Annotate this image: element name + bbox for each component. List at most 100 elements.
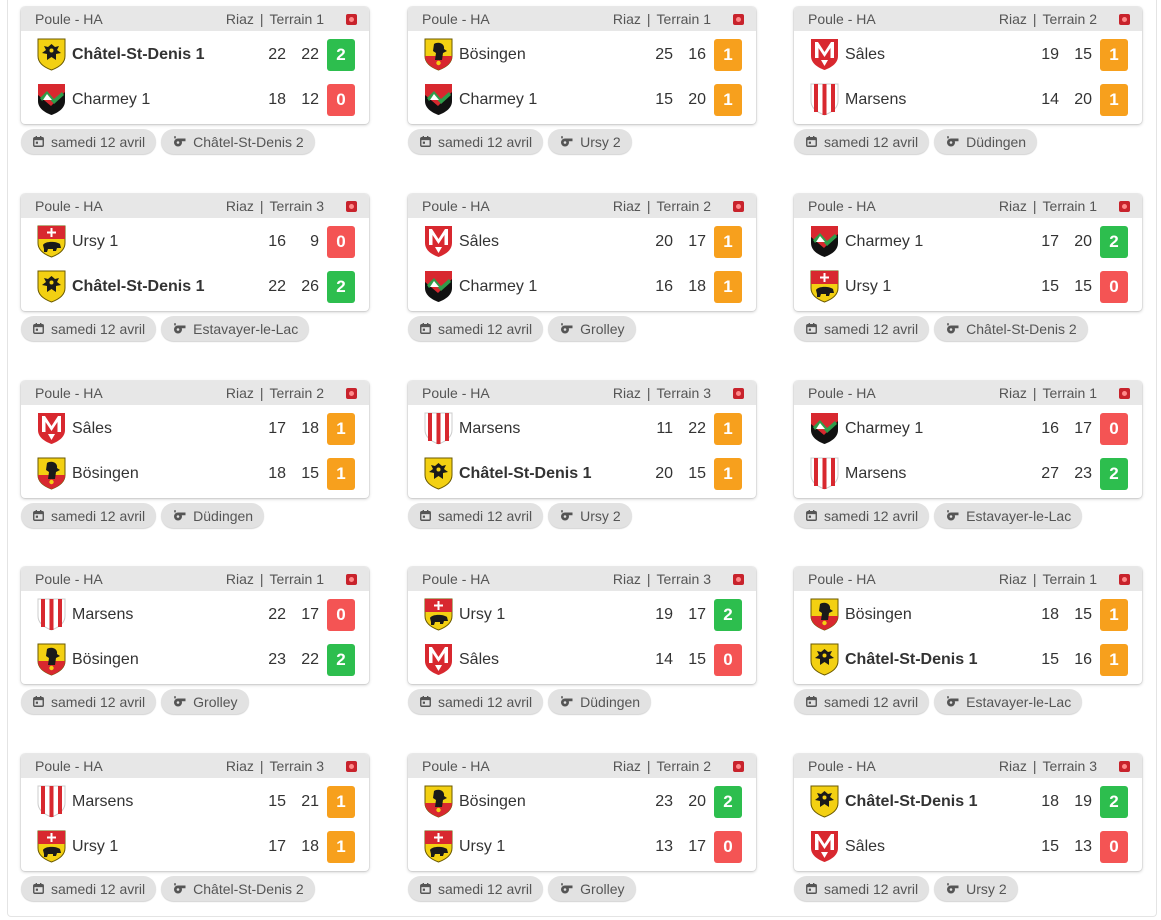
team-row-away[interactable]: Charmey 1 15 20 1 bbox=[408, 77, 756, 122]
match-card[interactable]: Poule - HA Riaz | Terrain 1 Charmey 1 16… bbox=[794, 381, 1142, 498]
team-row-away[interactable]: Sâles 15 13 0 bbox=[794, 824, 1142, 869]
team-row-away[interactable]: Châtel-St-Denis 1 15 16 1 bbox=[794, 637, 1142, 682]
date-chip[interactable]: samedi 12 avril bbox=[21, 689, 157, 714]
referee-chip[interactable]: Düdingen bbox=[934, 129, 1038, 154]
team-row-home[interactable]: Marsens 22 17 0 bbox=[21, 592, 369, 637]
team-row-away[interactable]: Marsens 27 23 2 bbox=[794, 451, 1142, 496]
team-row-away[interactable]: Châtel-St-Denis 1 20 15 1 bbox=[408, 451, 756, 496]
team-row-home[interactable]: Châtel-St-Denis 1 22 22 2 bbox=[21, 32, 369, 77]
date-chip[interactable]: samedi 12 avril bbox=[21, 316, 157, 341]
team-row-home[interactable]: Ursy 1 19 17 2 bbox=[408, 592, 756, 637]
date-chip[interactable]: samedi 12 avril bbox=[21, 129, 157, 154]
match-card[interactable]: Poule - HA Riaz | Terrain 1 Charmey 1 17… bbox=[794, 194, 1142, 311]
match-card-block: Poule - HA Riaz | Terrain 2 Bösingen 23 … bbox=[408, 754, 758, 904]
date-chip[interactable]: samedi 12 avril bbox=[794, 503, 930, 528]
referee-chip[interactable]: Châtel-St-Denis 2 bbox=[934, 316, 1088, 341]
date-chip[interactable]: samedi 12 avril bbox=[408, 503, 544, 528]
date-chip[interactable]: samedi 12 avril bbox=[794, 876, 930, 901]
match-card[interactable]: Poule - HA Riaz | Terrain 3 Ursy 1 16 9 … bbox=[21, 194, 369, 311]
team-row-home[interactable]: Charmey 1 16 17 0 bbox=[794, 406, 1142, 451]
referee-chip[interactable]: Estavayer-le-Lac bbox=[934, 689, 1083, 714]
separator: | bbox=[259, 11, 264, 27]
venue-label: Riaz bbox=[998, 758, 1027, 774]
match-card[interactable]: Poule - HA Riaz | Terrain 1 Bösingen 18 … bbox=[794, 567, 1142, 684]
date-chip[interactable]: samedi 12 avril bbox=[794, 689, 930, 714]
team-row-home[interactable]: Sâles 19 15 1 bbox=[794, 32, 1142, 77]
separator: | bbox=[1032, 385, 1037, 401]
team-row-home[interactable]: Sâles 20 17 1 bbox=[408, 219, 756, 264]
team-row-away[interactable]: Sâles 14 15 0 bbox=[408, 637, 756, 682]
date-chip[interactable]: samedi 12 avril bbox=[408, 129, 544, 154]
date-chip[interactable]: samedi 12 avril bbox=[794, 129, 930, 154]
venue-label: Riaz bbox=[225, 571, 254, 587]
match-card[interactable]: Poule - HA Riaz | Terrain 3 Ursy 1 19 17… bbox=[408, 567, 756, 684]
referee-chip[interactable]: Estavayer-le-Lac bbox=[161, 316, 310, 341]
match-header: Poule - HA Riaz | Terrain 1 bbox=[794, 194, 1142, 218]
date-chip[interactable]: samedi 12 avril bbox=[21, 876, 157, 901]
match-card[interactable]: Poule - HA Riaz | Terrain 3 Marsens 11 2… bbox=[408, 381, 756, 498]
calendar-icon bbox=[420, 696, 431, 707]
team-row-away[interactable]: Bösingen 23 22 2 bbox=[21, 637, 369, 682]
match-card[interactable]: Poule - HA Riaz | Terrain 1 Châtel-St-De… bbox=[21, 7, 369, 124]
team-name: Châtel-St-Denis 1 bbox=[459, 464, 592, 482]
referee-chip[interactable]: Ursy 2 bbox=[548, 503, 632, 528]
set2-score: 15 bbox=[1074, 277, 1092, 295]
date-label: samedi 12 avril bbox=[824, 133, 919, 150]
team-row-home[interactable]: Bösingen 23 20 2 bbox=[408, 779, 756, 824]
team-row-away[interactable]: Ursy 1 13 17 0 bbox=[408, 824, 756, 869]
match-card[interactable]: Poule - HA Riaz | Terrain 1 Marsens 22 1… bbox=[21, 567, 369, 684]
team-row-home[interactable]: Bösingen 25 16 1 bbox=[408, 32, 756, 77]
team-row-home[interactable]: Châtel-St-Denis 1 18 19 2 bbox=[794, 779, 1142, 824]
team-row-home[interactable]: Sâles 17 18 1 bbox=[21, 406, 369, 451]
match-card-block: Poule - HA Riaz | Terrain 1 Charmey 1 17… bbox=[794, 194, 1144, 344]
match-card[interactable]: Poule - HA Riaz | Terrain 3 Châtel-St-De… bbox=[794, 754, 1142, 871]
referee-chip[interactable]: Grolley bbox=[161, 689, 249, 714]
team-row-away[interactable]: Marsens 14 20 1 bbox=[794, 77, 1142, 122]
team-row-away[interactable]: Charmey 1 18 12 0 bbox=[21, 77, 369, 122]
location: Riaz | Terrain 3 bbox=[226, 198, 357, 214]
team-row-away[interactable]: Ursy 1 17 18 1 bbox=[21, 824, 369, 869]
set2-score: 17 bbox=[301, 605, 319, 623]
set1-score: 19 bbox=[1041, 45, 1059, 63]
referee-chip[interactable]: Düdingen bbox=[548, 689, 652, 714]
team-row-home[interactable]: Ursy 1 16 9 0 bbox=[21, 219, 369, 264]
referee-chip[interactable]: Ursy 2 bbox=[934, 876, 1018, 901]
referee-chip[interactable]: Châtel-St-Denis 2 bbox=[161, 129, 315, 154]
date-chip[interactable]: samedi 12 avril bbox=[408, 689, 544, 714]
whistle-icon bbox=[947, 323, 959, 334]
match-card[interactable]: Poule - HA Riaz | Terrain 3 Marsens 15 2… bbox=[21, 754, 369, 871]
referee-chip[interactable]: Grolley bbox=[548, 876, 636, 901]
date-chip[interactable]: samedi 12 avril bbox=[408, 876, 544, 901]
team-row-away[interactable]: Châtel-St-Denis 1 22 26 2 bbox=[21, 264, 369, 309]
referee-chip[interactable]: Düdingen bbox=[161, 503, 265, 528]
date-chip[interactable]: samedi 12 avril bbox=[408, 316, 544, 341]
match-card[interactable]: Poule - HA Riaz | Terrain 2 Bösingen 23 … bbox=[408, 754, 756, 871]
team-row-home[interactable]: Charmey 1 17 20 2 bbox=[794, 219, 1142, 264]
date-chip[interactable]: samedi 12 avril bbox=[794, 316, 930, 341]
match-card-block: Poule - HA Riaz | Terrain 3 Ursy 1 19 17… bbox=[408, 567, 758, 717]
team-crest-icon bbox=[810, 785, 839, 818]
team-row-home[interactable]: Marsens 11 22 1 bbox=[408, 406, 756, 451]
whistle-icon bbox=[947, 510, 959, 521]
referee-chip[interactable]: Grolley bbox=[548, 316, 636, 341]
match-card[interactable]: Poule - HA Riaz | Terrain 2 Sâles 20 17 … bbox=[408, 194, 756, 311]
location: Riaz | Terrain 2 bbox=[999, 11, 1130, 27]
date-chip[interactable]: samedi 12 avril bbox=[21, 503, 157, 528]
match-card[interactable]: Poule - HA Riaz | Terrain 2 Sâles 19 15 … bbox=[794, 7, 1142, 124]
match-card[interactable]: Poule - HA Riaz | Terrain 2 Sâles 17 18 … bbox=[21, 381, 369, 498]
referee-chip[interactable]: Ursy 2 bbox=[548, 129, 632, 154]
team-crest-icon bbox=[810, 457, 839, 490]
set1-score: 15 bbox=[1041, 837, 1059, 855]
pool-label: Poule - HA bbox=[422, 11, 490, 27]
team-row-home[interactable]: Bösingen 18 15 1 bbox=[794, 592, 1142, 637]
referee-chip[interactable]: Estavayer-le-Lac bbox=[934, 503, 1083, 528]
team-row-away[interactable]: Bösingen 18 15 1 bbox=[21, 451, 369, 496]
team-row-away[interactable]: Ursy 1 15 15 0 bbox=[794, 264, 1142, 309]
referee-chip[interactable]: Châtel-St-Denis 2 bbox=[161, 876, 315, 901]
match-header: Poule - HA Riaz | Terrain 3 bbox=[21, 194, 369, 218]
points-badge: 0 bbox=[327, 225, 355, 258]
court-label: Terrain 2 bbox=[656, 758, 711, 774]
team-row-home[interactable]: Marsens 15 21 1 bbox=[21, 779, 369, 824]
match-card[interactable]: Poule - HA Riaz | Terrain 1 Bösingen 25 … bbox=[408, 7, 756, 124]
team-row-away[interactable]: Charmey 1 16 18 1 bbox=[408, 264, 756, 309]
